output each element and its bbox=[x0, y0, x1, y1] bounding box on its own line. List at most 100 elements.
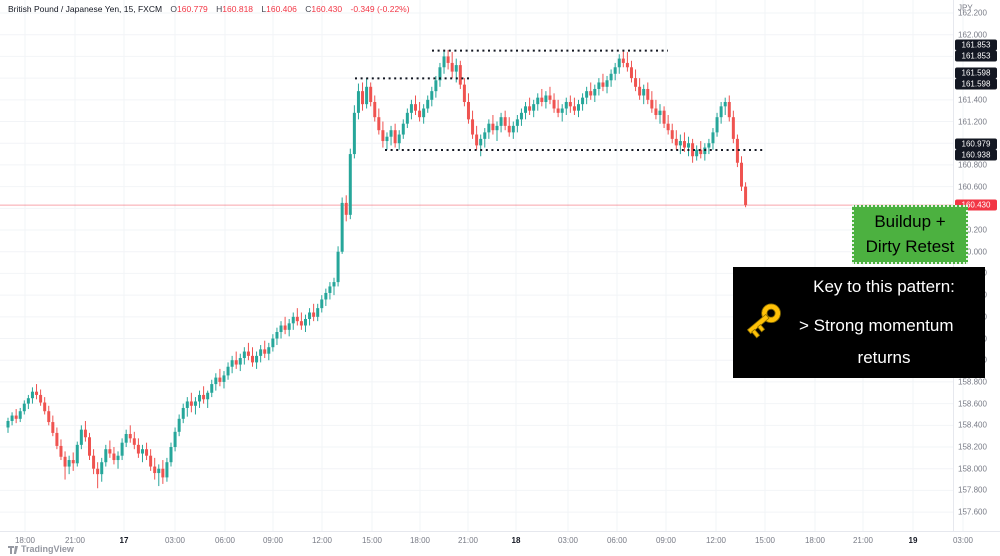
candle-up bbox=[157, 468, 161, 474]
candle-down bbox=[418, 110, 422, 118]
candle-down bbox=[55, 432, 59, 446]
candle-down bbox=[556, 108, 560, 113]
candle-down bbox=[361, 91, 365, 105]
green-box-line2: Dirty Retest bbox=[865, 236, 955, 256]
candle-up bbox=[560, 108, 564, 113]
time-axis-label: 12:00 bbox=[311, 536, 333, 545]
time-axis-label: 09:00 bbox=[262, 536, 284, 545]
candle-up bbox=[308, 312, 312, 319]
candle-up bbox=[22, 403, 26, 412]
candle-up bbox=[434, 80, 438, 92]
candle-up bbox=[564, 101, 568, 109]
price-axis-label: 158.600 bbox=[958, 399, 987, 409]
candle-down bbox=[218, 377, 222, 382]
candle-up bbox=[397, 134, 401, 144]
candle-up bbox=[279, 325, 283, 333]
time-axis-label: 03:00 bbox=[557, 536, 579, 545]
candle-up bbox=[181, 407, 185, 419]
price-axis-label: 158.200 bbox=[958, 442, 987, 452]
candle-down bbox=[312, 312, 316, 317]
candle-up bbox=[532, 104, 536, 111]
black-box-body-line1: > Strong momentum bbox=[799, 315, 954, 335]
time-axis-label: 06:00 bbox=[606, 536, 628, 545]
candle-up bbox=[597, 82, 601, 89]
candle-up bbox=[198, 394, 202, 402]
candle-up bbox=[613, 67, 617, 74]
candle-down bbox=[462, 84, 466, 102]
time-axis-label: 15:00 bbox=[754, 536, 776, 545]
candle-down bbox=[650, 99, 654, 109]
candle-down bbox=[153, 466, 157, 474]
candle-up bbox=[169, 447, 173, 463]
price-axis-label: 162.200 bbox=[958, 8, 987, 18]
candle-down bbox=[735, 138, 739, 163]
level-price-badge: 160.979 bbox=[955, 138, 997, 150]
candle-down bbox=[47, 411, 51, 423]
time-axis[interactable]: 18:00 21:00 17 03:00 06:00 09:00 12:00 15:00 18:… bbox=[0, 531, 1000, 551]
candle-up bbox=[328, 286, 332, 293]
candle-up bbox=[581, 97, 585, 105]
candle-up bbox=[356, 91, 360, 113]
candle-up bbox=[193, 401, 197, 406]
candle-up bbox=[104, 449, 108, 463]
candle-up bbox=[210, 384, 214, 393]
price-axis-label: 158.800 bbox=[958, 377, 987, 387]
black-annotation-box[interactable]: Key to this pattern: > Strong momentum r… bbox=[733, 267, 985, 378]
tradingview-logo-text: TradingView bbox=[21, 544, 74, 554]
candle-down bbox=[14, 415, 18, 419]
candle-down bbox=[189, 401, 193, 406]
candle-up bbox=[230, 360, 234, 367]
level-price-badge: 161.598 bbox=[955, 78, 997, 90]
ohlc-close-label: C bbox=[305, 4, 312, 14]
candle-up bbox=[479, 138, 483, 146]
candle-down bbox=[458, 65, 462, 85]
time-axis-label: 12:00 bbox=[705, 536, 727, 545]
candle-up bbox=[544, 95, 548, 102]
candle-down bbox=[740, 162, 743, 187]
candle-down bbox=[450, 62, 454, 72]
price-axis-label: 160.000 bbox=[958, 247, 987, 257]
pane-axis-divider bbox=[953, 0, 954, 531]
time-axis-label: 18:00 bbox=[14, 536, 36, 545]
price-axis-label: 160.600 bbox=[958, 182, 987, 192]
price-axis[interactable]: JPY 162.200162.000161.800161.400161.2001… bbox=[954, 0, 1000, 531]
candle-up bbox=[242, 351, 246, 359]
green-box-line1: Buildup + bbox=[874, 211, 946, 231]
candle-down bbox=[369, 86, 373, 102]
tradingview-logo[interactable]: TradingView bbox=[8, 544, 74, 554]
candle-up bbox=[185, 401, 189, 408]
candle-up bbox=[226, 366, 230, 376]
candle-up bbox=[238, 358, 242, 365]
green-annotation-box[interactable]: Buildup + Dirty Retest bbox=[852, 205, 968, 264]
candle-up bbox=[519, 112, 523, 120]
candle-down bbox=[727, 101, 731, 118]
candle-down bbox=[666, 123, 670, 131]
symbol-legend[interactable]: British Pound / Japanese Yen, 15, FXCM O… bbox=[8, 4, 410, 14]
candle-down bbox=[393, 130, 397, 144]
candle-down bbox=[654, 108, 658, 116]
candle-down bbox=[621, 58, 625, 63]
pane-timeaxis-divider bbox=[0, 531, 1000, 532]
candle-down bbox=[674, 138, 678, 146]
candle-up bbox=[30, 391, 34, 399]
candle-down bbox=[35, 391, 39, 395]
candle-down bbox=[625, 62, 629, 68]
candle-down bbox=[568, 101, 572, 107]
candle-up bbox=[524, 106, 528, 113]
candle-down bbox=[552, 99, 556, 109]
time-axis-day-label: 18 bbox=[511, 536, 521, 545]
price-axis-label: 161.200 bbox=[958, 117, 987, 127]
candle-down bbox=[629, 67, 633, 79]
candle-down bbox=[572, 106, 576, 111]
symbol-title[interactable]: British Pound / Japanese Yen, 15, FXCM bbox=[8, 4, 163, 14]
time-axis-label: 03:00 bbox=[952, 536, 974, 545]
candle-up bbox=[454, 65, 458, 72]
candle-up bbox=[617, 58, 621, 68]
candle-up bbox=[678, 141, 682, 146]
candle-up bbox=[303, 318, 307, 326]
ohlc-low-value: 160.406 bbox=[266, 4, 297, 14]
candle-up bbox=[430, 91, 434, 100]
time-axis-label: 09:00 bbox=[655, 536, 677, 545]
candle-down bbox=[43, 402, 47, 412]
